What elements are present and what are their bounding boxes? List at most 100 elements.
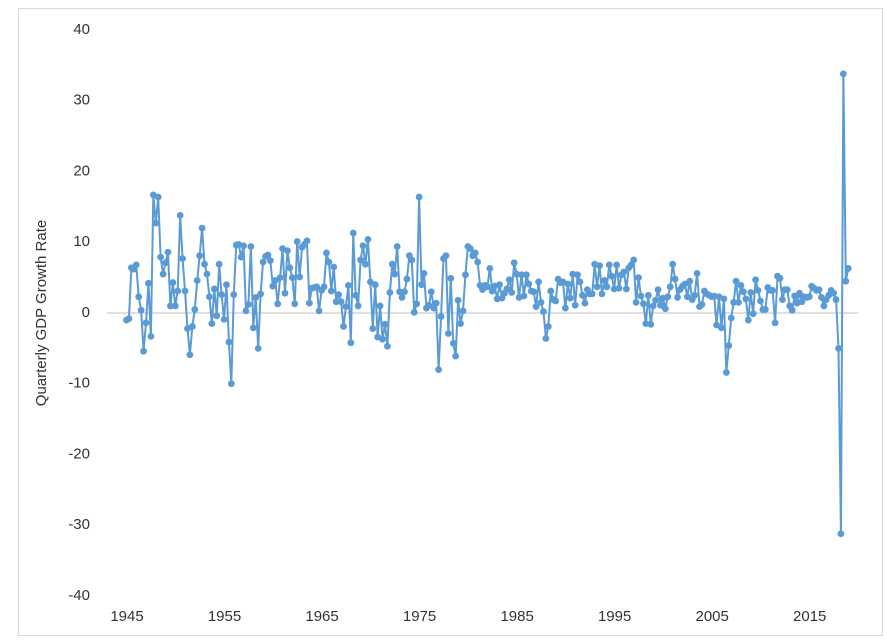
data-point xyxy=(418,281,425,289)
data-point xyxy=(254,344,262,352)
data-point xyxy=(125,315,133,323)
data-point xyxy=(693,269,701,277)
data-point xyxy=(332,298,340,306)
data-point xyxy=(381,320,389,328)
data-point xyxy=(266,257,274,265)
data-point xyxy=(296,273,304,281)
data-point xyxy=(230,291,238,299)
data-point xyxy=(274,300,282,308)
data-point xyxy=(532,303,540,311)
data-point xyxy=(437,313,445,320)
data-point xyxy=(544,323,552,330)
data-point xyxy=(174,287,182,295)
data-point xyxy=(159,270,167,278)
data-point xyxy=(203,270,211,278)
data-point xyxy=(686,277,694,285)
data-point xyxy=(596,262,603,269)
data-point xyxy=(354,302,362,310)
data-point xyxy=(805,293,813,301)
data-point xyxy=(744,316,752,324)
data-point xyxy=(327,287,335,295)
data-point xyxy=(347,339,355,347)
data-point xyxy=(815,286,823,294)
data-point xyxy=(503,285,511,293)
data-point xyxy=(769,286,777,294)
data-point xyxy=(210,285,218,293)
data-point xyxy=(242,307,250,315)
y-axis-label: Quarterly GDP Growth Rate xyxy=(33,220,50,406)
data-point xyxy=(186,351,194,359)
data-point xyxy=(771,319,779,327)
data-point xyxy=(542,335,550,342)
data-point xyxy=(415,193,423,201)
data-point xyxy=(635,274,642,282)
data-point xyxy=(401,288,408,296)
data-point xyxy=(181,287,189,295)
data-point xyxy=(206,293,213,301)
data-point xyxy=(620,268,628,276)
data-point xyxy=(335,291,343,299)
data-point xyxy=(525,280,533,288)
data-point xyxy=(286,264,294,272)
data-point xyxy=(166,302,174,310)
data-point xyxy=(566,294,574,302)
data-point xyxy=(720,295,728,303)
data-point xyxy=(188,323,196,330)
data-point xyxy=(154,193,162,201)
data-point xyxy=(157,253,165,261)
data-point xyxy=(581,299,589,307)
data-point xyxy=(413,300,421,308)
data-point xyxy=(140,347,147,355)
data-point xyxy=(164,248,172,256)
data-point xyxy=(245,301,252,308)
data-point xyxy=(352,291,360,299)
data-point xyxy=(647,320,655,328)
data-point xyxy=(727,314,735,322)
data-point xyxy=(257,290,265,298)
data-point xyxy=(145,279,152,287)
data-point xyxy=(574,271,581,279)
data-point xyxy=(510,259,518,267)
data-point xyxy=(725,342,733,349)
data-point xyxy=(337,298,345,306)
data-point xyxy=(259,258,267,266)
data-point xyxy=(698,301,706,308)
data-point xyxy=(735,298,742,306)
data-point xyxy=(227,380,235,388)
data-point xyxy=(691,291,699,299)
data-point xyxy=(579,291,586,299)
x-tick-label: 1965 xyxy=(305,608,338,625)
data-point xyxy=(601,277,608,284)
data-point xyxy=(137,306,145,314)
data-point xyxy=(540,308,547,315)
data-point xyxy=(496,281,503,289)
data-point xyxy=(223,281,230,289)
data-point xyxy=(666,283,674,291)
data-point xyxy=(664,293,672,301)
data-point xyxy=(359,242,367,250)
data-point xyxy=(208,320,216,328)
data-point xyxy=(249,324,257,332)
y-tick-label: 0 xyxy=(82,304,90,321)
data-point xyxy=(788,306,796,314)
data-point xyxy=(637,292,645,300)
data-point xyxy=(420,269,428,277)
data-point xyxy=(403,275,411,283)
data-point xyxy=(342,303,350,311)
chart-frame xyxy=(18,8,883,636)
data-point xyxy=(264,251,272,259)
data-point xyxy=(459,307,467,315)
data-point xyxy=(603,283,611,291)
data-point xyxy=(393,243,401,250)
data-point xyxy=(571,301,579,309)
data-point xyxy=(742,295,750,303)
x-tick-label: 1975 xyxy=(403,608,436,625)
data-point xyxy=(732,277,740,285)
data-point xyxy=(747,289,755,296)
data-point xyxy=(757,297,764,305)
data-point xyxy=(408,256,416,264)
data-point xyxy=(213,312,221,320)
data-point xyxy=(281,289,289,297)
data-point xyxy=(537,298,545,306)
data-point xyxy=(169,279,177,286)
